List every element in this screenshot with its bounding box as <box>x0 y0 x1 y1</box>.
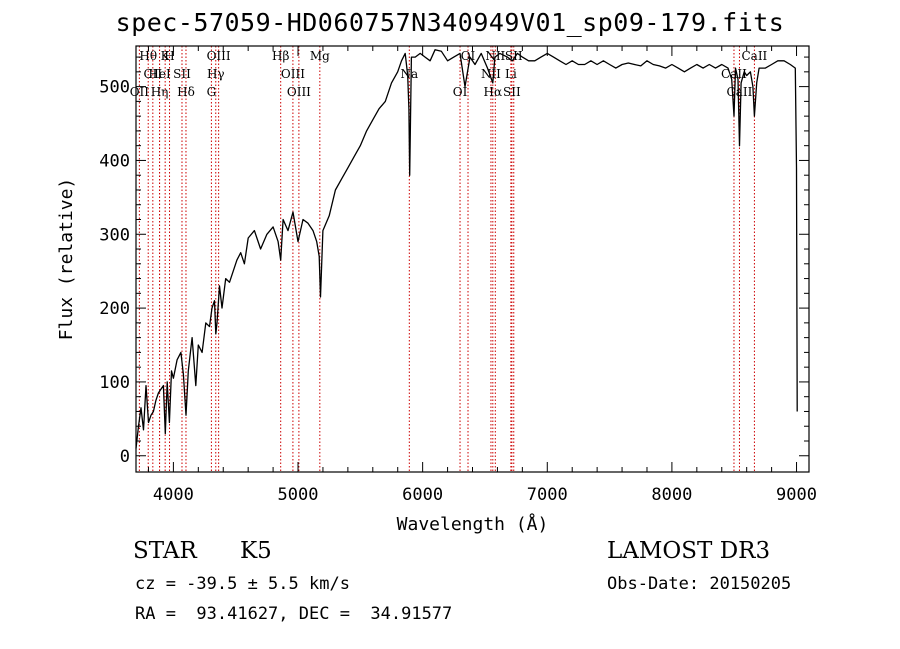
spectral-line-label: CII <box>143 67 162 81</box>
observation-date: Obs-Date: 20150205 <box>607 574 792 594</box>
spectral-line-label: CaII <box>721 67 747 81</box>
spectral-line-label: Hδ <box>177 85 195 99</box>
spectral-line-label: NII <box>485 49 505 63</box>
y-tick-label: 400 <box>99 151 130 171</box>
x-tick-label: 9000 <box>776 485 817 505</box>
chart-title: spec-57059-HD060757N340949V01_sp09-179.f… <box>115 8 785 37</box>
spectral-line-label: Na <box>400 67 418 81</box>
spectral-line-label: Hγ <box>207 67 225 81</box>
spectral-line-label: Mg <box>310 49 330 63</box>
y-tick-label: 100 <box>99 373 130 393</box>
x-axis-label: Wavelength (Å) <box>397 513 549 535</box>
spectral-line-label: G <box>207 85 217 99</box>
object-subclass: K5 <box>240 538 272 564</box>
x-tick-label: 7000 <box>527 485 568 505</box>
y-tick-label: 0 <box>120 447 130 467</box>
survey-name: LAMOST DR3 <box>607 538 771 564</box>
ra-dec-coordinates: RA = 93.41627, DEC = 34.91577 <box>135 604 453 624</box>
spectral-line-label: SII <box>503 85 521 99</box>
spectral-line-label: K <box>161 49 171 63</box>
spectral-line-label: Hθ <box>139 49 157 63</box>
spectral-line-label: Li <box>505 67 517 81</box>
x-tick-label: 8000 <box>651 485 692 505</box>
x-tick-label: 6000 <box>402 485 443 505</box>
object-class: STAR <box>133 538 197 564</box>
spectral-line-label: NII <box>481 67 501 81</box>
spectral-line-label: Hβ <box>272 49 289 63</box>
y-axis-label: Flux (relative) <box>56 178 77 341</box>
x-tick-label: 4000 <box>153 485 194 505</box>
y-tick-label: 200 <box>99 299 130 319</box>
spectral-line-label: Hα <box>484 85 503 99</box>
spectral-line-label: OIII <box>281 67 305 81</box>
spectral-line-label: HeI <box>148 67 171 81</box>
spectrum-line <box>135 49 798 449</box>
y-tick-label: 300 <box>99 225 130 245</box>
spectral-line-label: SII <box>505 49 523 63</box>
spectral-line-label: OI <box>453 85 468 99</box>
spectral-line-label: SII <box>173 67 191 81</box>
x-tick-label: 5000 <box>278 485 319 505</box>
spectral-line-label: H <box>164 49 174 63</box>
spectral-line-label: OIII <box>207 49 231 63</box>
spectral-line-label: Hη <box>151 85 169 99</box>
spectral-line-label: CaII <box>727 85 753 99</box>
redshift-velocity: cz = -39.5 ± 5.5 km/s <box>135 574 350 594</box>
spectral-line-label: OI <box>461 49 476 63</box>
spectral-line-label: CaII <box>741 49 767 63</box>
y-tick-label: 500 <box>99 78 130 98</box>
spectral-line-label: OII <box>130 85 150 99</box>
spectral-line-label: OIII <box>287 85 311 99</box>
